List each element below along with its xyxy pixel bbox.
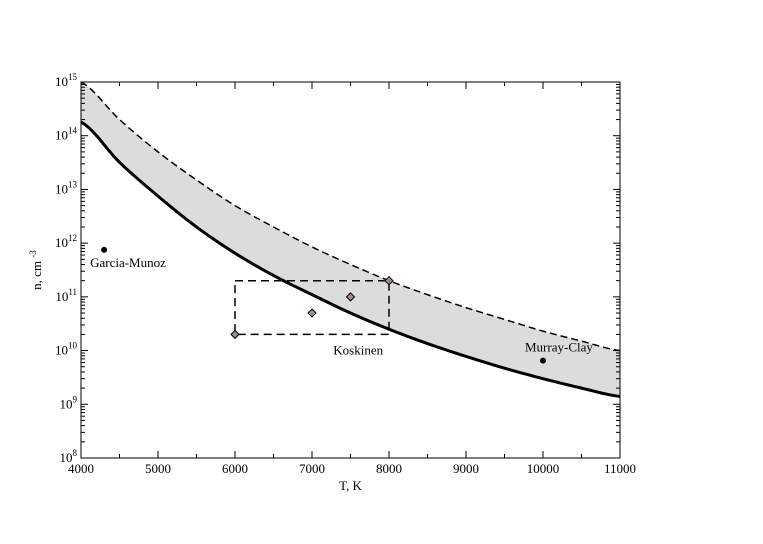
annotation-koskinen: Koskinen xyxy=(333,342,383,357)
y-axis-label: n, cm -3 xyxy=(28,250,44,290)
x-tick-label: 10000 xyxy=(527,461,560,476)
shaded-band xyxy=(81,82,620,397)
y-tick-label: 1012 xyxy=(55,233,77,250)
dashed-curve xyxy=(80,81,621,352)
x-tick-label: 4000 xyxy=(68,461,94,476)
y-tick-label: 1013 xyxy=(55,179,78,196)
data-point-circle xyxy=(101,246,108,253)
x-tick-label: 11000 xyxy=(604,461,636,476)
y-axis-label-base: n, cm xyxy=(29,261,44,290)
data-point-diamond xyxy=(345,292,356,302)
x-tick-label: 8000 xyxy=(376,461,402,476)
y-tick-label: 108 xyxy=(60,448,78,465)
data-point-diamond xyxy=(384,275,394,286)
solid-curve xyxy=(80,120,621,398)
y-tick-label: 1011 xyxy=(55,287,77,304)
annotation-garcia-munoz: Garcia-Munoz xyxy=(90,255,166,270)
y-tick-label: 1010 xyxy=(55,341,78,358)
y-axis-label-exponent: -3 xyxy=(28,250,38,258)
x-tick-label: 5000 xyxy=(145,461,171,476)
x-tick-label: 6000 xyxy=(222,461,248,476)
y-tick-label: 1015 xyxy=(55,72,78,89)
y-tick-label: 1014 xyxy=(55,126,78,143)
y-tick-label: 109 xyxy=(60,394,78,411)
data-point-diamond xyxy=(307,308,317,318)
x-axis-label: T, K xyxy=(339,478,362,493)
annotation-murray-clay: Murray-Clay xyxy=(525,340,593,355)
x-tick-label: 9000 xyxy=(453,461,479,476)
data-point-diamond xyxy=(230,329,240,340)
data-point-circle xyxy=(540,357,546,364)
x-tick-label: 7000 xyxy=(299,461,325,476)
